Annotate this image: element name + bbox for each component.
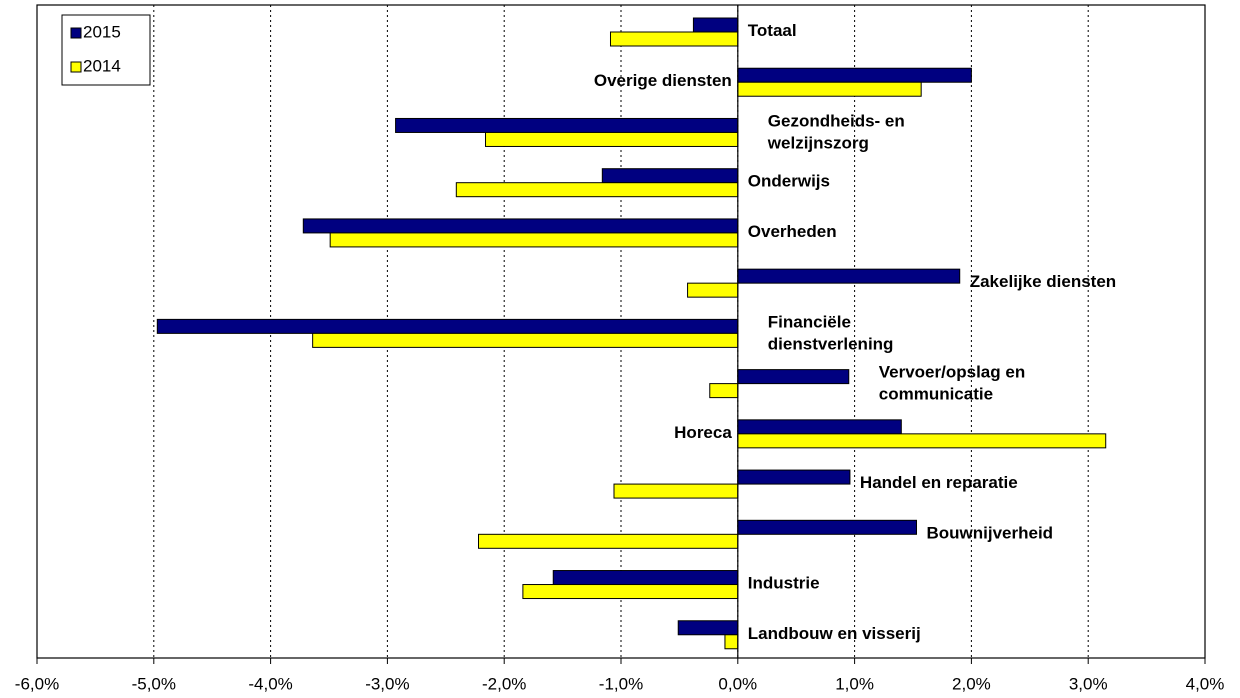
category-label-line: dienstverlening xyxy=(768,335,894,354)
bar xyxy=(737,419,902,435)
x-tick-label: -2,0% xyxy=(482,674,526,693)
category-label: Overheden xyxy=(748,222,837,241)
category-label: Vervoer/opslag en communicatie xyxy=(879,363,1025,404)
category-label-line: Overige diensten xyxy=(594,72,732,91)
category-label: Overige diensten xyxy=(594,72,732,91)
bar xyxy=(455,182,739,198)
x-tick-label: 0,0% xyxy=(718,674,757,693)
category-label-line: Onderwijs xyxy=(748,172,830,191)
category-label: Zakelijke diensten xyxy=(970,273,1116,292)
bar xyxy=(709,383,739,399)
bar xyxy=(737,81,922,97)
x-tick-label: 1,0% xyxy=(835,674,874,693)
bar xyxy=(613,483,739,499)
legend-swatch xyxy=(70,27,82,39)
category-label-line: Horeca xyxy=(674,423,732,442)
category-label-line: Overheden xyxy=(748,222,837,241)
category-label: Landbouw en visserij xyxy=(748,624,921,643)
bar xyxy=(302,218,739,234)
x-tick-label: 2,0% xyxy=(952,674,991,693)
bar xyxy=(601,168,739,184)
category-label-line: Financiële xyxy=(768,313,851,332)
legend-box xyxy=(61,14,151,86)
category-label: Industrie xyxy=(748,574,820,593)
category-label: Totaal xyxy=(748,21,797,40)
category-label-line: Landbouw en visserij xyxy=(748,624,921,643)
bar xyxy=(312,332,739,348)
plot-border xyxy=(36,4,1206,659)
category-label-line: Gezondheids- en xyxy=(768,112,905,131)
bar xyxy=(737,67,972,83)
category-label-line: Vervoer/opslag en xyxy=(879,363,1025,382)
bar xyxy=(692,17,739,33)
x-tick-label: -5,0% xyxy=(132,674,176,693)
bar xyxy=(737,433,1107,449)
bar xyxy=(737,519,918,535)
category-label-line: Zakelijke diensten xyxy=(970,273,1116,292)
bar xyxy=(737,268,961,284)
category-label: Financiële dienstverlening xyxy=(768,313,894,354)
x-tick-label: -4,0% xyxy=(248,674,292,693)
category-label: Gezondheids- en welzijnszorg xyxy=(767,112,905,153)
legend-swatch xyxy=(70,61,82,73)
category-label: Horeca xyxy=(674,423,732,442)
x-tick-label: -3,0% xyxy=(365,674,409,693)
category-label-line: Handel en reparatie xyxy=(860,474,1018,493)
bar xyxy=(156,318,739,334)
category-label: Onderwijs xyxy=(748,172,830,191)
category-label: Handel en reparatie xyxy=(860,474,1018,493)
bar xyxy=(677,620,739,636)
bar xyxy=(737,369,850,385)
category-label-line: welzijnszorg xyxy=(767,134,869,153)
x-tick-label: 3,0% xyxy=(1069,674,1108,693)
bar xyxy=(724,634,739,650)
category-label-line: Industrie xyxy=(748,574,820,593)
category-label: Bouwnijverheid xyxy=(927,524,1054,543)
bar xyxy=(478,533,739,549)
category-label-line: communicatie xyxy=(879,385,993,404)
bar xyxy=(552,570,739,586)
bar xyxy=(737,469,851,485)
x-tick-label: -6,0% xyxy=(15,674,59,693)
bar xyxy=(687,282,739,298)
x-tick-label: -1,0% xyxy=(599,674,643,693)
x-tick-label: 4,0% xyxy=(1186,674,1225,693)
legend-label: 2015 xyxy=(83,22,121,41)
legend-label: 2014 xyxy=(83,56,121,75)
category-label-line: Totaal xyxy=(748,21,797,40)
bar xyxy=(329,232,739,248)
bar xyxy=(522,584,739,600)
bar xyxy=(395,117,739,133)
bar xyxy=(485,131,739,147)
bar xyxy=(609,31,739,47)
category-label-line: Bouwnijverheid xyxy=(927,524,1054,543)
